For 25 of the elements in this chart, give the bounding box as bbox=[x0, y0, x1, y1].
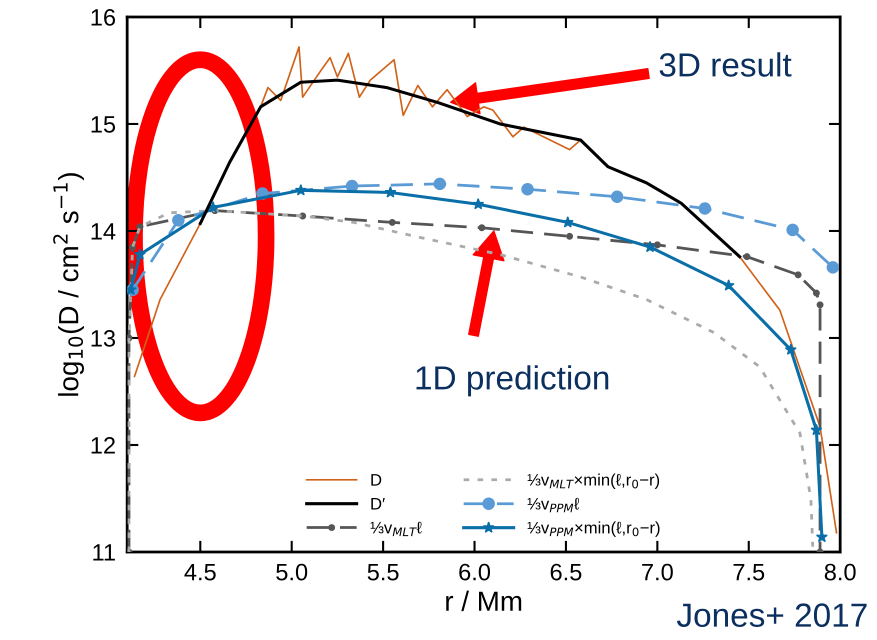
y-axis-title: log$_{10}$(D / cm$^{2}$ s$^{−1}$) bbox=[53, 173, 84, 396]
legend-label: ⅓v$_{PPM}$×min(ℓ,r$_{0}$−r) bbox=[528, 521, 660, 537]
legend-label: D bbox=[371, 474, 382, 486]
y-tick-label: 16 bbox=[92, 9, 116, 26]
legend-label: ⅓v$_{PPM}$ℓ bbox=[528, 498, 580, 512]
x-tick-label: 8.0 bbox=[824, 564, 856, 580]
legend-label: ⅓v$_{MLT}$ℓ bbox=[370, 522, 422, 536]
x-tick-label: 7.5 bbox=[734, 564, 764, 580]
x-axis-title: r / Mm bbox=[446, 590, 522, 612]
text: Jones+ 2017 bbox=[676, 603, 867, 628]
y-tick-label: 11 bbox=[93, 544, 115, 561]
y-tick-label: 12 bbox=[92, 437, 115, 454]
x-tick-label: 6.5 bbox=[550, 564, 582, 580]
legend-label: D′ bbox=[371, 498, 385, 510]
x-tick-label: 6.0 bbox=[459, 564, 490, 580]
y-tick-label: 15 bbox=[92, 116, 116, 133]
x-tick-label: 5.5 bbox=[368, 564, 399, 580]
y-tick-label: 13 bbox=[92, 330, 116, 347]
legend-label: ⅓v$_{MLT}$×min(ℓ,r$_{0}$−r) bbox=[528, 473, 660, 489]
x-tick-label: 4.5 bbox=[184, 564, 216, 580]
x-tick-label: 7.0 bbox=[642, 564, 673, 580]
annotation: 1D prediction bbox=[416, 365, 608, 396]
x-tick-label: 5.0 bbox=[276, 564, 308, 580]
annotation: 3D result bbox=[660, 52, 792, 77]
y-tick-label: 14 bbox=[92, 223, 116, 240]
